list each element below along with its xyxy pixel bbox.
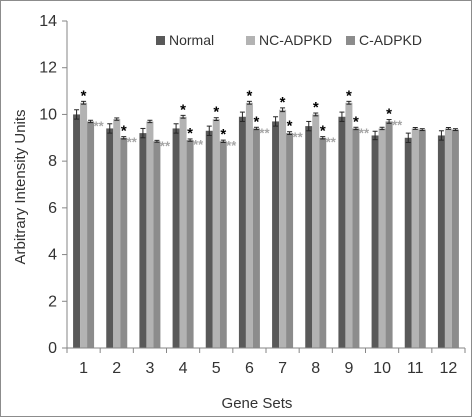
significance-double-star: ** [94, 118, 105, 133]
bar [279, 109, 287, 348]
x-tick-label: 12 [440, 360, 458, 377]
x-tick-label: 9 [344, 360, 353, 377]
bar [252, 128, 260, 348]
bar [172, 128, 180, 348]
significance-star: * [253, 113, 259, 130]
bar [378, 128, 386, 348]
bar [113, 119, 121, 348]
legend-label: C-ADPKD [359, 32, 422, 48]
x-axis-title: Gene Sets [222, 395, 293, 412]
y-tick-label: 4 [48, 247, 57, 264]
bar [80, 102, 88, 348]
bar [238, 116, 246, 348]
y-axis-title: Arbitrary Intensity Units [12, 109, 29, 264]
y-axis: 0 2 4 6 8 10 12 14 [39, 13, 68, 357]
bar [437, 135, 445, 348]
bar [73, 114, 81, 348]
bar [120, 137, 128, 348]
bar [139, 133, 147, 348]
bar [404, 137, 412, 348]
bar [418, 129, 426, 348]
bar [345, 102, 353, 348]
significance-double-star: ** [193, 137, 204, 152]
significance-double-star: ** [259, 125, 270, 140]
bar [444, 128, 452, 348]
significance-star: * [346, 87, 352, 104]
legend-label: NC-ADPKD [259, 32, 332, 48]
significance-star: * [313, 99, 319, 116]
bar [179, 116, 187, 348]
significance-double-star: ** [326, 135, 337, 150]
significance-star: * [213, 104, 219, 121]
bar [245, 102, 253, 348]
x-tick-label: 3 [145, 360, 154, 377]
bar [352, 128, 360, 348]
bar [186, 140, 194, 348]
significance-star: * [386, 106, 392, 123]
y-tick-label: 6 [48, 200, 57, 217]
x-tick-label: 5 [212, 360, 221, 377]
bar [106, 128, 114, 348]
bar [312, 114, 320, 348]
x-tick-label: 2 [112, 360, 121, 377]
bar [272, 121, 280, 348]
y-tick-label: 14 [39, 13, 57, 30]
bar [305, 126, 313, 348]
bar [146, 121, 154, 348]
bar [153, 141, 161, 348]
significance-star: * [121, 123, 127, 140]
significance-star: * [180, 101, 186, 118]
significance-star: * [81, 87, 87, 104]
bar [338, 116, 346, 348]
x-tick-label: 1 [79, 360, 88, 377]
significance-star: * [246, 87, 252, 104]
bar [205, 130, 213, 348]
bar [87, 121, 95, 348]
x-tick-label: 11 [407, 360, 424, 377]
legend-swatch [246, 36, 255, 45]
bars [73, 100, 459, 348]
significance-double-star: ** [160, 138, 171, 153]
legend-swatch [156, 36, 165, 45]
legend-swatch [346, 36, 355, 45]
bar [212, 119, 220, 348]
x-tick-label: 6 [245, 360, 254, 377]
significance-star: * [280, 94, 286, 111]
significance-double-star: ** [127, 135, 138, 150]
bar [219, 141, 227, 348]
legend: Normal NC-ADPKD C-ADPKD [156, 32, 422, 48]
bar [411, 128, 419, 348]
significance-star: * [287, 118, 293, 135]
bar [385, 121, 393, 348]
significance-double-star: ** [359, 125, 370, 140]
bar [371, 135, 379, 348]
bar [319, 137, 327, 348]
x-tick-label: 8 [311, 360, 320, 377]
significance-double-star: ** [226, 138, 237, 153]
significance-star: * [353, 113, 359, 130]
y-tick-label: 10 [39, 106, 57, 123]
significance-double-star: ** [293, 130, 304, 145]
significance-annotations: ************** ***** ** ** **** ** ****** [81, 87, 403, 153]
significance-star: * [220, 126, 226, 143]
significance-star: * [187, 125, 193, 142]
x-tick-label: 10 [373, 360, 391, 377]
y-tick-label: 0 [48, 340, 57, 357]
bar [451, 129, 459, 348]
y-tick-label: 2 [48, 293, 57, 310]
significance-star: * [320, 123, 326, 140]
bar [286, 133, 294, 348]
significance-double-star: ** [392, 118, 403, 133]
y-tick-label: 12 [39, 60, 57, 77]
legend-label: Normal [169, 32, 214, 48]
x-tick-label: 7 [278, 360, 287, 377]
x-axis: 1 2 3 4 5 6 7 8 9 10 11 12 [66, 347, 466, 377]
x-tick-label: 4 [179, 360, 188, 377]
y-tick-label: 8 [48, 153, 57, 170]
